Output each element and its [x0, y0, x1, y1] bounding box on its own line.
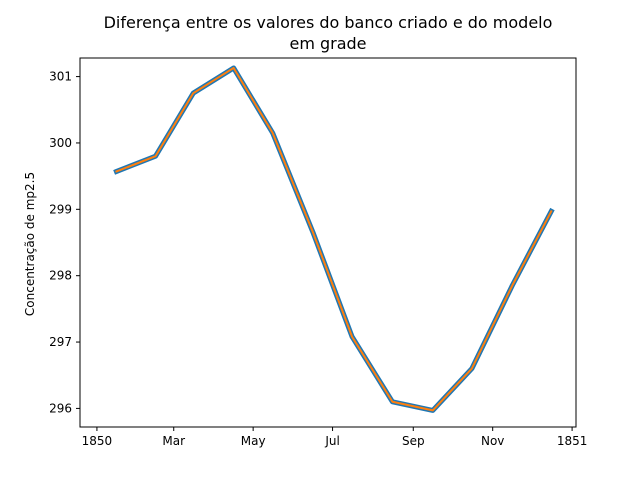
series-line-1 — [113, 65, 555, 413]
y-axis-label: Concentração de mp2.5 — [23, 172, 37, 316]
x-tick-label: Nov — [481, 434, 504, 448]
y-tick-label: 301 — [49, 70, 72, 84]
x-tick-label: Mar — [162, 434, 185, 448]
plot-frame — [79, 57, 577, 428]
x-tick-label: 1851 — [557, 434, 588, 448]
y-tick-label: 298 — [49, 269, 72, 283]
series-group — [113, 65, 555, 413]
y-tick-label: 299 — [49, 202, 72, 216]
x-tick-label: 1850 — [82, 434, 113, 448]
y-tick-label: 296 — [49, 401, 72, 415]
x-tick-label: Sep — [402, 434, 425, 448]
y-tick-label: 300 — [49, 136, 72, 150]
series-line-2 — [115, 66, 553, 412]
axis-ticks: 1850 Mar May Jul Sep Nov 1851 296 297 298 299 300 30… — [49, 70, 587, 448]
x-tick-label: May — [241, 434, 266, 448]
x-tick-label: Jul — [324, 434, 339, 448]
chart-title-line-2: em grade — [289, 34, 366, 53]
chart-title-line-1: Diferença entre os valores do banco cria… — [104, 13, 553, 32]
y-tick-label: 297 — [49, 335, 72, 349]
